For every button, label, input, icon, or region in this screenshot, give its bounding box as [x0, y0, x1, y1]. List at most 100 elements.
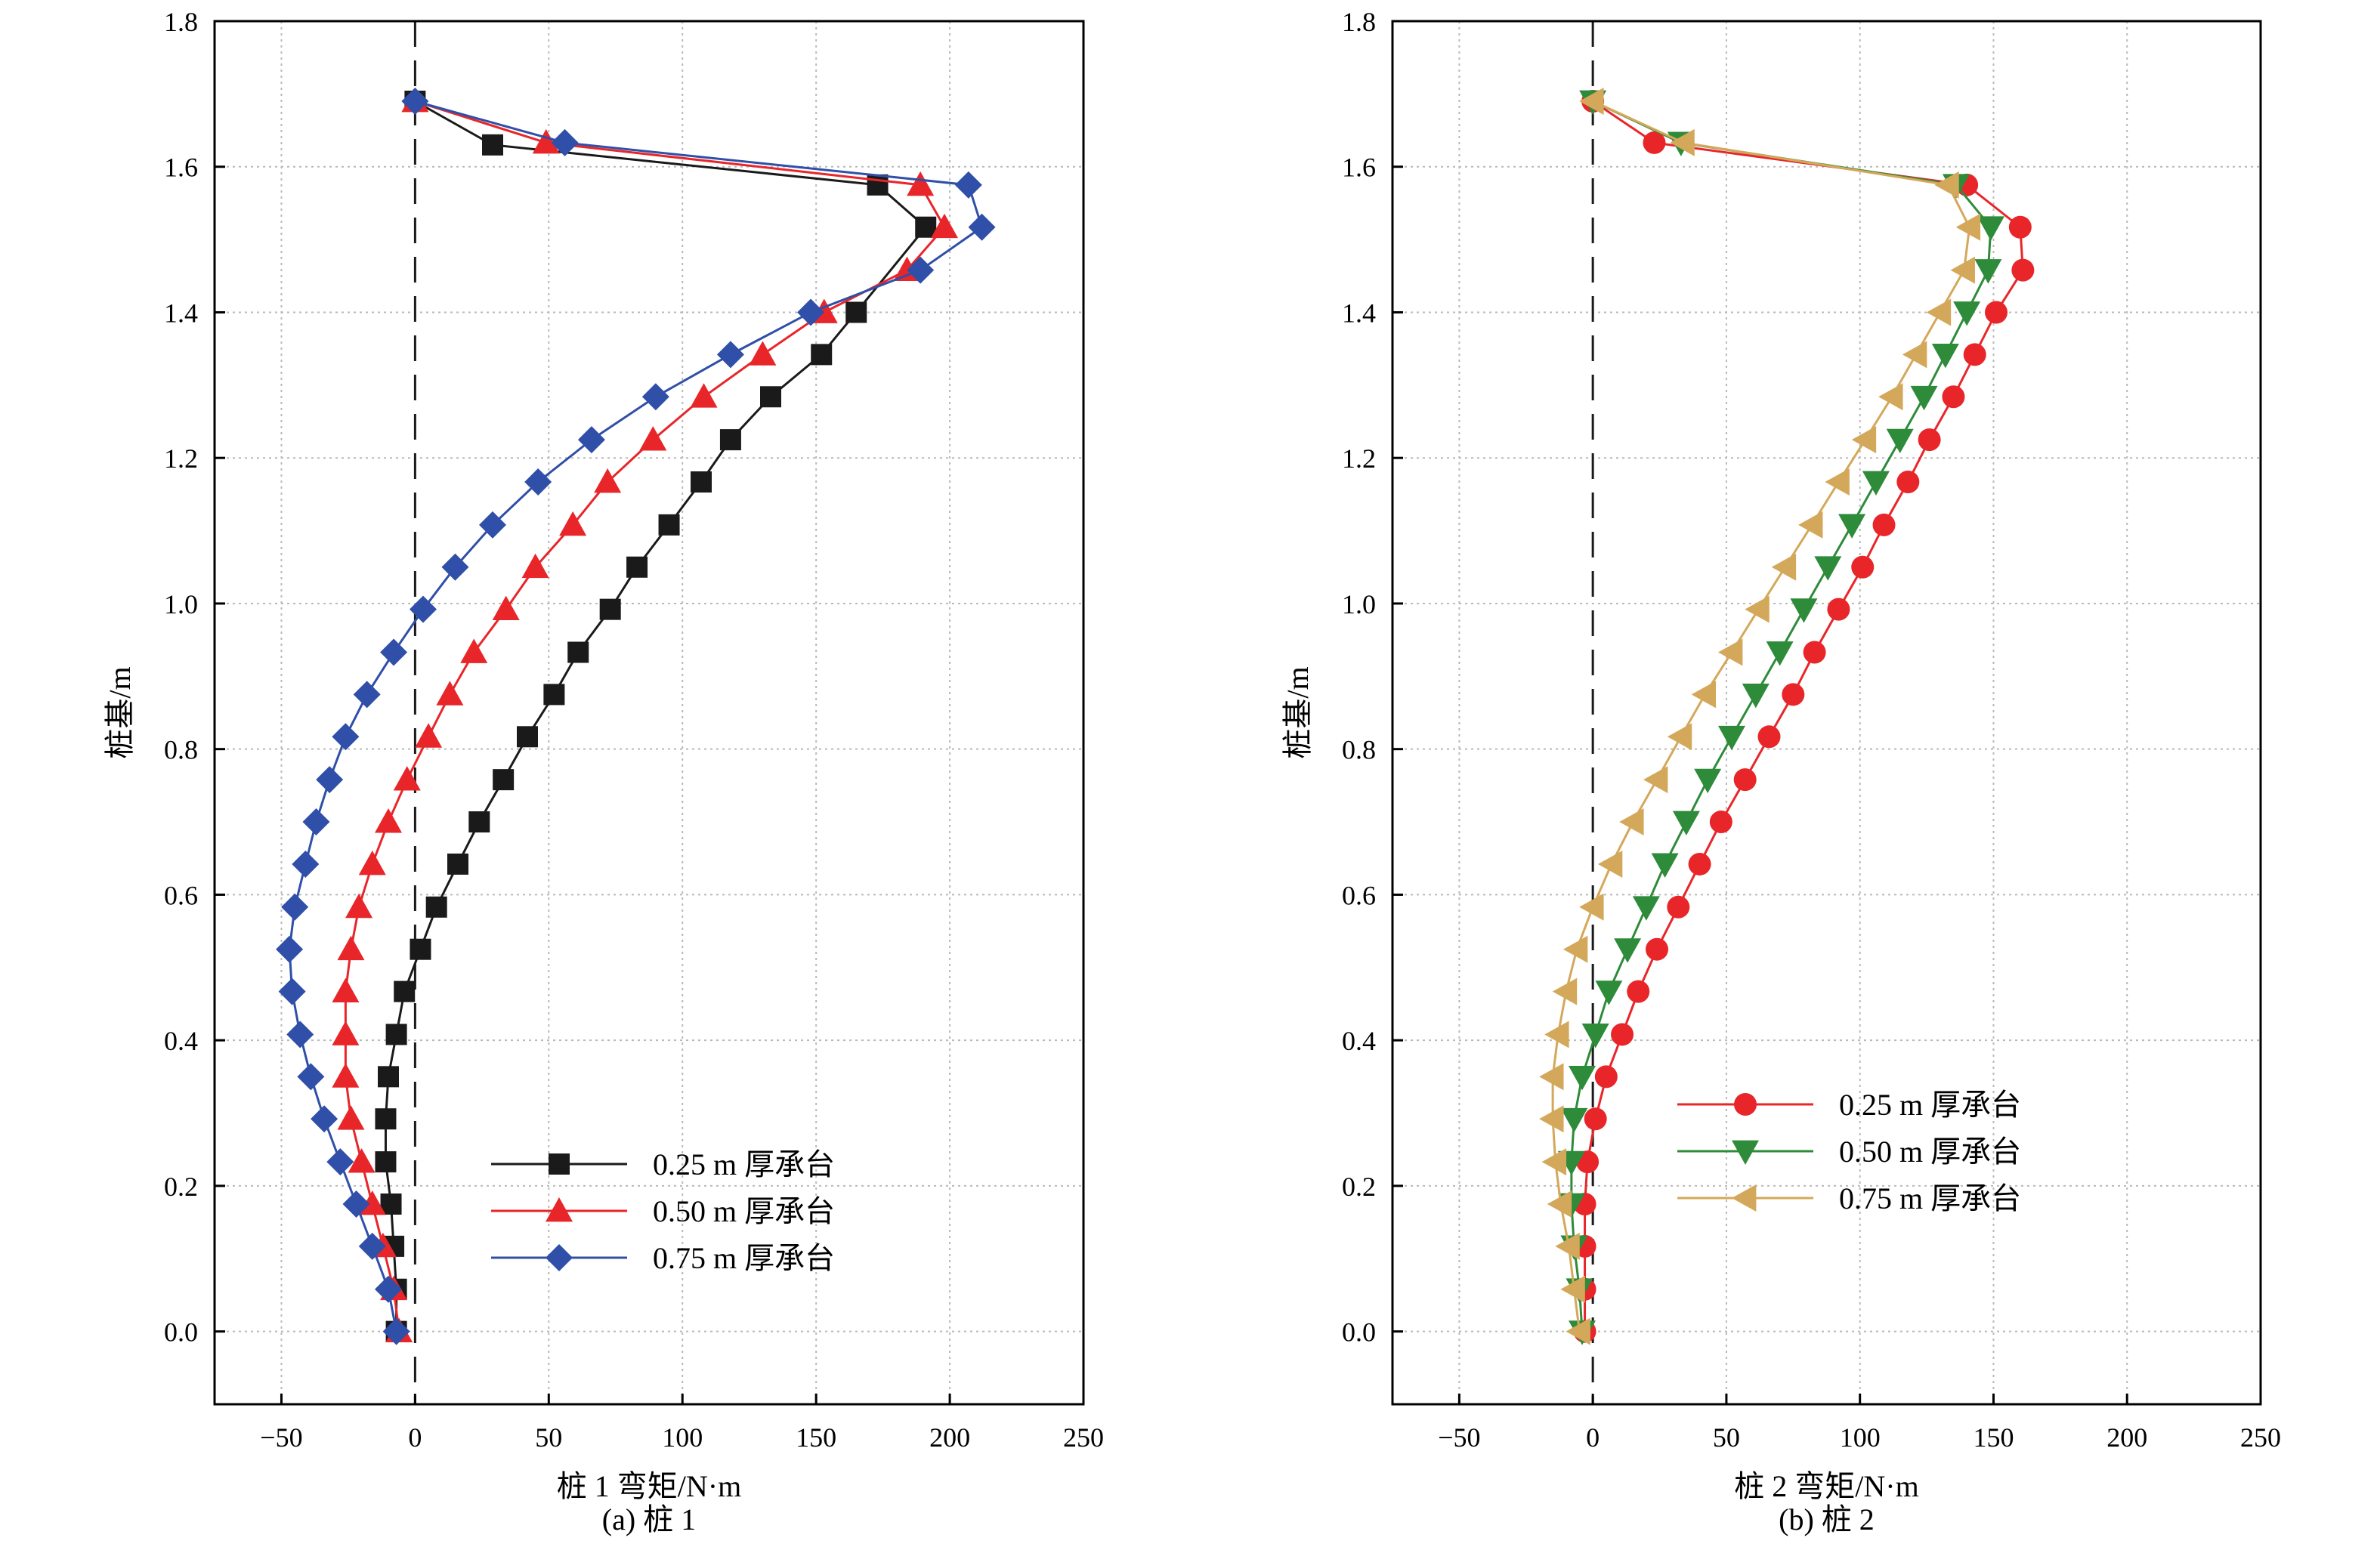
- data-point: [1926, 298, 1952, 326]
- data-point: [1886, 428, 1914, 454]
- data-point: [1950, 256, 1975, 284]
- legend-marker: [1732, 1184, 1757, 1212]
- data-point: [425, 896, 447, 918]
- panel-b-pile-2: −50 0 50 100 150 200 250 0.0 0.2 0.4 0.6 0.8 1.0 1.2 1…: [1281, 7, 2281, 1536]
- data-point: [1541, 1148, 1567, 1176]
- y-tick-label: 0.4: [164, 1026, 198, 1056]
- x-tick-label: −50: [260, 1422, 302, 1453]
- data-point: [1977, 216, 2004, 241]
- data-point: [358, 1232, 386, 1260]
- data-point: [1539, 1063, 1564, 1091]
- data-point: [968, 213, 996, 241]
- data-point: [332, 977, 360, 1002]
- data-point: [441, 553, 469, 581]
- data-point: [1851, 555, 1875, 579]
- data-point: [292, 850, 320, 878]
- x-axis-title: 桩 2 弯矩/N·m: [1734, 1469, 1918, 1503]
- data-point: [1771, 553, 1797, 581]
- y-tick-label: 0.8: [1342, 735, 1376, 765]
- series-3: [1539, 88, 1981, 1345]
- data-point: [1717, 638, 1743, 666]
- data-point: [691, 471, 712, 493]
- data-point: [394, 980, 416, 1002]
- data-point: [460, 638, 488, 663]
- x-tick-label: 150: [796, 1422, 836, 1453]
- x-tick-label: 0: [1586, 1422, 1600, 1453]
- data-point: [1814, 556, 1842, 581]
- data-point: [907, 256, 935, 284]
- x-tick-label: 50: [535, 1422, 562, 1453]
- data-point: [468, 811, 490, 833]
- data-point: [1974, 259, 2002, 284]
- data-point: [867, 174, 889, 196]
- data-point: [1825, 468, 1850, 496]
- y-tick-label: 1.2: [1342, 443, 1376, 474]
- data-point: [410, 595, 437, 623]
- y-tick-label: 0.4: [1342, 1026, 1376, 1056]
- data-point: [311, 1105, 338, 1133]
- data-point: [845, 301, 867, 323]
- x-tick-label: 200: [929, 1422, 970, 1453]
- series-2: [332, 88, 958, 1343]
- data-point: [915, 216, 937, 238]
- data-point: [1872, 513, 1896, 536]
- data-point: [931, 213, 958, 239]
- data-point: [524, 468, 552, 496]
- panel-a-pile-1: −50 0 50 100 150 200 250 0.0 0.2 0.4 0.6 0.8 1.0 1.2 1…: [103, 7, 1104, 1536]
- x-tick-label: 50: [1713, 1422, 1740, 1453]
- data-point: [1670, 128, 1695, 156]
- data-point: [521, 553, 549, 579]
- grid: [215, 21, 1083, 1404]
- data-point: [1539, 1105, 1564, 1133]
- y-tick-label: 0.6: [164, 880, 198, 910]
- legend-marker: [549, 1153, 570, 1175]
- data-point: [316, 766, 344, 794]
- plot-frame: [213, 20, 1085, 1406]
- data-point: [401, 88, 429, 116]
- data-point: [415, 723, 443, 748]
- data-point: [278, 977, 306, 1005]
- data-point: [749, 341, 777, 366]
- data-point: [658, 514, 680, 536]
- y-tick-label: 1.6: [1342, 153, 1376, 183]
- data-point: [281, 893, 309, 921]
- legend-marker: [1732, 1140, 1759, 1165]
- data-point: [492, 595, 520, 621]
- y-tick-label: 0.2: [1342, 1172, 1376, 1202]
- data-point: [1672, 811, 1700, 836]
- data-point: [641, 383, 669, 411]
- data-point: [594, 468, 622, 493]
- data-point: [1688, 852, 1711, 875]
- data-point: [1878, 383, 1903, 411]
- data-point: [1955, 213, 1981, 241]
- x-tick-label: 100: [1840, 1422, 1881, 1453]
- data-point: [1562, 935, 1588, 963]
- data-point: [385, 1024, 407, 1045]
- x-tick-label: 250: [1063, 1422, 1104, 1453]
- data-point: [1709, 811, 1732, 834]
- grid: [1392, 21, 2261, 1404]
- series-3: [276, 88, 996, 1345]
- data-point: [1862, 471, 1890, 496]
- data-point: [302, 808, 330, 836]
- data-point: [559, 511, 587, 536]
- data-point: [577, 426, 605, 454]
- data-point: [1931, 343, 1959, 369]
- data-point: [297, 1063, 325, 1091]
- data-point: [1552, 977, 1578, 1005]
- x-tick-label: 100: [662, 1422, 703, 1453]
- data-point: [1953, 301, 1981, 326]
- data-point: [551, 128, 579, 156]
- series-1: [1573, 90, 2035, 1343]
- data-point: [1934, 171, 1959, 199]
- data-point: [358, 850, 386, 875]
- data-point: [1597, 850, 1623, 878]
- x-tick-label: −50: [1438, 1422, 1480, 1453]
- data-point: [1782, 683, 1805, 706]
- data-point: [436, 681, 464, 706]
- data-point: [1694, 768, 1722, 794]
- y-tick-label: 1.8: [1342, 7, 1376, 37]
- x-tick-label: 250: [2240, 1422, 2281, 1453]
- data-point: [493, 769, 515, 791]
